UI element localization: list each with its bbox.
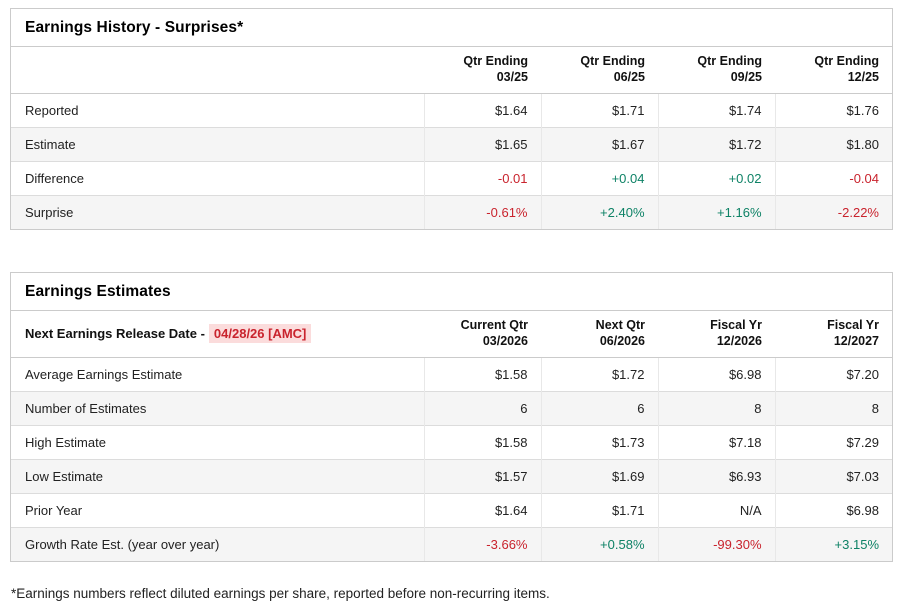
cell-value: $7.18 — [657, 424, 775, 459]
column-header-line2: 03/25 — [496, 70, 528, 85]
column-header-qtr-0625: Qtr Ending 06/25 — [541, 47, 658, 94]
column-header-line1: Fiscal Yr — [710, 318, 762, 332]
column-header-qtr-0925: Qtr Ending 09/25 — [658, 47, 775, 94]
column-header-line1: Qtr Ending — [463, 54, 528, 68]
table-row-low-estimate: Low Estimate $1.57 $1.69 $6.93 $7.03 — [11, 458, 892, 493]
header-row: Next Earnings Release Date -04/28/26 [AM… — [11, 311, 892, 358]
cell-value: -99.30% — [657, 526, 775, 561]
table-row-number-of-estimates: Number of Estimates 6 6 8 8 — [11, 390, 892, 425]
table-row-average-earnings-estimate: Average Earnings Estimate $1.58 $1.72 $6… — [11, 357, 892, 391]
cell-value: +3.15% — [774, 526, 892, 561]
header-row: Qtr Ending 03/25 Qtr Ending 06/25 Qtr En… — [11, 47, 892, 94]
column-header-line1: Current Qtr — [460, 318, 528, 332]
earnings-history-panel: Earnings History - Surprises* Qtr Ending… — [10, 8, 893, 230]
row-label: Reported — [25, 102, 79, 118]
cell-value: $1.72 — [657, 126, 775, 161]
column-header-line2: 12/25 — [847, 70, 879, 85]
cell-value: 8 — [774, 390, 892, 425]
column-header-line2: 09/25 — [730, 70, 762, 85]
column-header-qtr-0325: Qtr Ending 03/25 — [424, 47, 541, 94]
cell-value: $6.98 — [774, 492, 892, 527]
earnings-estimates-panel: Earnings Estimates Next Earnings Release… — [10, 272, 893, 562]
cell-value: $1.80 — [774, 126, 892, 161]
row-label: Average Earnings Estimate — [25, 366, 183, 382]
cell-value: -0.01 — [423, 160, 541, 195]
column-header-current-qtr: Current Qtr 03/2026 — [424, 311, 541, 358]
cell-value: $1.74 — [657, 93, 775, 127]
cell-value: $1.64 — [423, 93, 541, 127]
earnings-estimates-title: Earnings Estimates — [11, 273, 892, 311]
row-label: High Estimate — [11, 424, 424, 459]
table-row-surprise: Surprise -0.61% +2.40% +1.16% -2.22% — [11, 194, 892, 229]
column-header-fiscal-yr-2026: Fiscal Yr 12/2026 — [658, 311, 775, 358]
next-earnings-release-cell: Next Earnings Release Date -04/28/26 [AM… — [11, 311, 424, 358]
column-header-line1: Qtr Ending — [814, 54, 879, 68]
column-header-line2: 06/25 — [613, 70, 645, 85]
cell-value: $1.65 — [423, 126, 541, 161]
cell-value: $1.71 — [540, 93, 658, 127]
row-label: Prior Year — [11, 492, 424, 527]
cell-value: $6.93 — [657, 458, 775, 493]
cell-value: N/A — [657, 492, 775, 527]
row-label: Surprise — [11, 194, 424, 229]
cell-value: $1.64 — [423, 492, 541, 527]
earnings-footnote: *Earnings numbers reflect diluted earnin… — [11, 586, 550, 601]
row-label: Low Estimate — [11, 458, 424, 493]
table-row-reported: Reported $1.64 $1.71 $1.74 $1.76 — [11, 93, 892, 127]
empty-header-cell — [11, 47, 424, 94]
cell-value: $7.29 — [774, 424, 892, 459]
cell-value: $1.73 — [540, 424, 658, 459]
column-header-line1: Next Qtr — [595, 318, 645, 332]
cell-value: $1.72 — [540, 357, 658, 391]
cell-value: $1.58 — [423, 424, 541, 459]
cell-value: $1.71 — [540, 492, 658, 527]
column-header-next-qtr: Next Qtr 06/2026 — [541, 311, 658, 358]
cell-value: +2.40% — [540, 194, 658, 229]
table-row-difference: Difference -0.01 +0.04 +0.02 -0.04 — [11, 160, 892, 195]
cell-value: $1.67 — [540, 126, 658, 161]
column-header-line2: 12/2027 — [833, 334, 879, 349]
cell-value: -0.61% — [423, 194, 541, 229]
cell-value: +0.04 — [540, 160, 658, 195]
cell-value: $1.57 — [423, 458, 541, 493]
cell-value: +0.58% — [540, 526, 658, 561]
cell-value: -0.04 — [774, 160, 892, 195]
table-row-estimate: Estimate $1.65 $1.67 $1.72 $1.80 — [11, 126, 892, 161]
cell-value: +0.02 — [657, 160, 775, 195]
column-header-line1: Qtr Ending — [580, 54, 645, 68]
column-header-fiscal-yr-2027: Fiscal Yr 12/2027 — [775, 311, 892, 358]
column-header-line1: Qtr Ending — [697, 54, 762, 68]
earnings-estimates-table: Next Earnings Release Date -04/28/26 [AM… — [11, 311, 892, 561]
column-header-line1: Fiscal Yr — [827, 318, 879, 332]
cell-value: $7.20 — [774, 357, 892, 391]
table-row-growth-rate-est: Growth Rate Est. (year over year) -3.66%… — [11, 526, 892, 561]
cell-value: $1.76 — [774, 93, 892, 127]
release-date-value: 04/28/26 [AMC] — [208, 323, 312, 343]
cell-value: $1.69 — [540, 458, 658, 493]
cell-value: +1.16% — [657, 194, 775, 229]
cell-value: -3.66% — [423, 526, 541, 561]
row-label: Growth Rate Est. (year over year) — [11, 526, 424, 561]
release-date-label: Next Earnings Release Date - — [25, 325, 205, 341]
earnings-history-table: Qtr Ending 03/25 Qtr Ending 06/25 Qtr En… — [11, 47, 892, 229]
cell-value: 6 — [540, 390, 658, 425]
cell-value: 8 — [657, 390, 775, 425]
column-header-line2: 03/2026 — [482, 334, 528, 349]
column-header-qtr-1225: Qtr Ending 12/25 — [775, 47, 892, 94]
row-label: Number of Estimates — [11, 390, 424, 425]
table-row-prior-year: Prior Year $1.64 $1.71 N/A $6.98 — [11, 492, 892, 527]
earnings-history-title: Earnings History - Surprises* — [11, 9, 892, 47]
cell-value: $6.98 — [657, 357, 775, 391]
cell-value: -2.22% — [774, 194, 892, 229]
row-label: Estimate — [11, 126, 424, 161]
cell-value: 6 — [423, 390, 541, 425]
column-header-line2: 12/2026 — [716, 334, 762, 349]
table-row-high-estimate: High Estimate $1.58 $1.73 $7.18 $7.29 — [11, 424, 892, 459]
cell-value: $7.03 — [774, 458, 892, 493]
row-label: Difference — [11, 160, 424, 195]
cell-value: $1.58 — [423, 357, 541, 391]
column-header-line2: 06/2026 — [599, 334, 645, 349]
